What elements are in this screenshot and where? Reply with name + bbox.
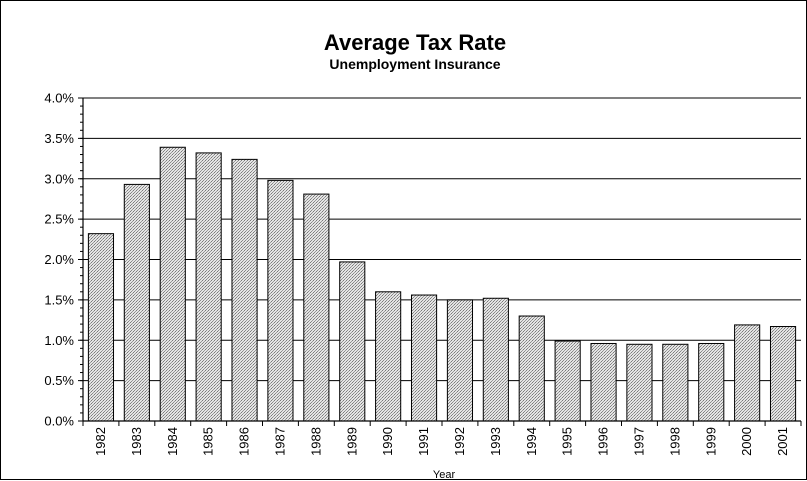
- x-tick-label: 1982: [93, 427, 108, 456]
- x-tick-label: 1998: [667, 427, 682, 456]
- y-tick-label: 0.0%: [44, 414, 74, 429]
- y-tick-label: 4.0%: [44, 91, 74, 106]
- chart-title: Average Tax Rate: [324, 30, 506, 55]
- x-tick-label: 1991: [416, 427, 431, 456]
- y-tick-label: 1.5%: [44, 292, 74, 307]
- x-tick-label: 2001: [775, 427, 790, 456]
- x-tick-label: 1996: [596, 427, 611, 456]
- bar-1984: [159, 146, 186, 422]
- y-tick-label: 2.5%: [44, 212, 74, 227]
- x-tick-label: 1989: [344, 427, 359, 456]
- bar-1987: [267, 179, 294, 422]
- x-tick-label: 2000: [739, 427, 754, 456]
- x-tick-label: 1984: [165, 427, 180, 456]
- y-tick-label: 1.0%: [44, 333, 74, 348]
- bar-1996: [590, 342, 617, 422]
- y-tick-labels: 0.0% 0.5% 1.0% 1.5% 2.0% 2.5% 3.0% 3.5% 4.0%: [44, 91, 74, 429]
- bar-1983: [123, 183, 150, 422]
- x-tick-label: 1983: [129, 427, 144, 456]
- bar-1997: [626, 343, 653, 422]
- bar-1994: [518, 315, 545, 422]
- y-tick-label: 0.5%: [44, 373, 74, 388]
- x-tick-label: 1999: [703, 427, 718, 456]
- x-axis-label: Year: [433, 469, 456, 481]
- x-tick-label: 1992: [452, 427, 467, 456]
- x-tick-label: 1995: [560, 427, 575, 456]
- x-tick-label: 1988: [308, 427, 323, 456]
- grid-lines: [83, 97, 801, 382]
- x-tick-label: 1997: [631, 427, 646, 456]
- y-tick-label: 3.0%: [44, 171, 74, 186]
- bar-1988: [303, 193, 330, 422]
- y-tick-label: 3.5%: [44, 131, 74, 146]
- bar-1998: [662, 343, 689, 422]
- y-tick-label: 2.0%: [44, 252, 74, 267]
- bar-1986: [231, 158, 258, 422]
- axes: [78, 97, 802, 426]
- chart-subtitle: Unemployment Insurance: [329, 56, 500, 72]
- bar-1985: [195, 152, 222, 422]
- bars: [87, 146, 797, 422]
- bar-2001: [769, 326, 797, 422]
- bar-1992: [446, 299, 474, 422]
- x-tick-label: 1986: [237, 427, 252, 456]
- bar-1999: [698, 342, 725, 422]
- bar-1993: [482, 297, 509, 422]
- x-tick-label: 1985: [201, 427, 216, 456]
- x-tick-label: 1987: [272, 427, 287, 456]
- x-tick-label: 1993: [488, 427, 503, 456]
- x-tick-label: 1990: [380, 427, 395, 456]
- bar-2000: [734, 324, 761, 422]
- bar-1989: [339, 261, 366, 422]
- bar-1990: [375, 291, 402, 422]
- bar-1982: [87, 233, 115, 422]
- x-tick-label: 1994: [524, 427, 539, 456]
- bar-1995: [554, 340, 581, 422]
- bar-1991: [410, 294, 438, 422]
- x-tick-labels: 1982 1983 1984 1985 1986 1987 1988 1989 1990 1991…: [93, 427, 790, 456]
